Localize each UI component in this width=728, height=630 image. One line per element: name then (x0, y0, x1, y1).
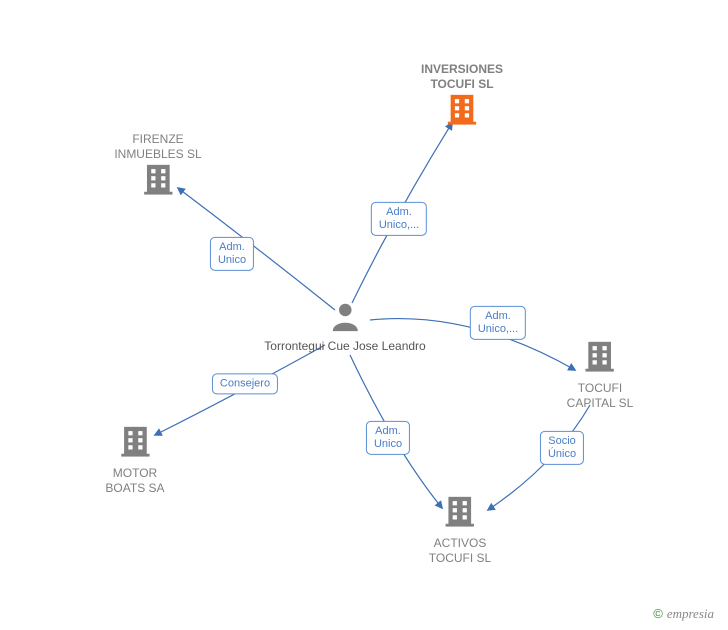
node-person-center[interactable]: Torrontegui Cue Jose Leandro (264, 301, 425, 355)
building-icon (443, 494, 477, 528)
node-label-inversiones: INVERSIONES TOCUFI SL (421, 62, 503, 92)
node-inversiones[interactable]: INVERSIONES TOCUFI SL (421, 59, 503, 131)
building-icon (118, 424, 152, 458)
node-activos[interactable]: ACTIVOS TOCUFI SL (429, 494, 491, 566)
node-label-motorboats: MOTOR BOATS SA (105, 466, 164, 496)
node-label-activos: ACTIVOS TOCUFI SL (429, 536, 491, 566)
diagram-canvas: Adm. Unico Adm. Unico,... Adm. Unico,... Ad… (0, 0, 728, 630)
edge-label-person-tocufi_capital: Adm. Unico,... (470, 306, 526, 340)
building-icon (141, 162, 175, 196)
person-icon (330, 301, 360, 331)
edge-label-person-motorboats: Consejero (212, 373, 278, 394)
building-icon (583, 339, 617, 373)
node-label-firenze: FIRENZE INMUEBLES SL (114, 132, 201, 162)
watermark: © empresia (653, 606, 714, 622)
edge-label-person-inversiones: Adm. Unico,... (371, 202, 427, 236)
node-tocufi_capital[interactable]: TOCUFI CAPITAL SL (567, 339, 634, 411)
node-firenze[interactable]: FIRENZE INMUEBLES SL (114, 129, 201, 201)
watermark-text: empresia (667, 606, 714, 621)
copyright-symbol: © (653, 606, 663, 621)
building-icon (445, 92, 479, 126)
node-label-tocufi_capital: TOCUFI CAPITAL SL (567, 381, 634, 411)
node-motorboats[interactable]: MOTOR BOATS SA (105, 424, 164, 496)
edge-label-person-activos: Adm. Unico (366, 421, 410, 455)
edge-person-firenze (178, 188, 335, 310)
edge-label-person-firenze: Adm. Unico (210, 237, 254, 271)
edge-label-tocufi_capital-activos: Socio Único (540, 431, 584, 465)
node-label-person: Torrontegui Cue Jose Leandro (264, 339, 425, 355)
